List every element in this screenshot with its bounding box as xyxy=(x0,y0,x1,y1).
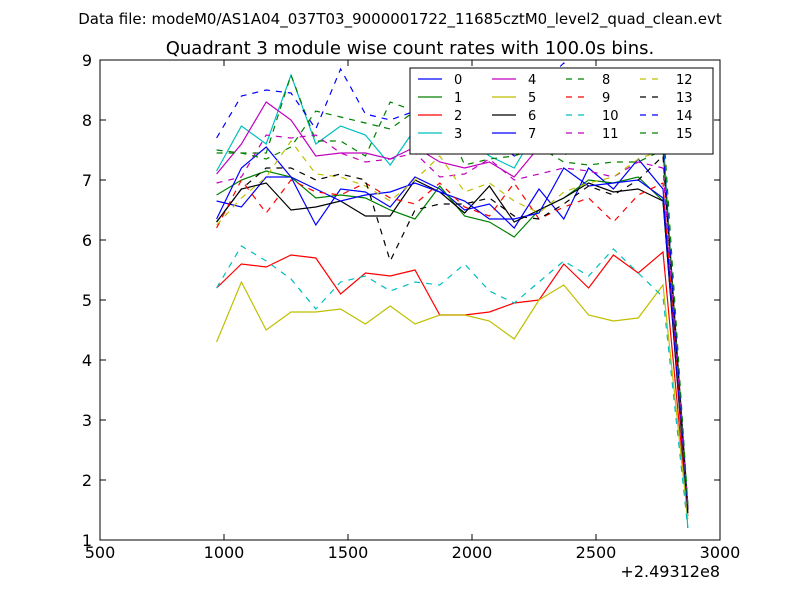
chart-suptitle: Data file: modeM0/AS1A04_037T03_90000017… xyxy=(78,10,722,29)
legend-label-14: 14 xyxy=(676,109,693,124)
y-tick-label: 2 xyxy=(82,471,92,490)
legend-label-0: 0 xyxy=(454,73,462,88)
x-tick-label: 1500 xyxy=(328,543,369,562)
x-tick-label: 500 xyxy=(85,543,116,562)
series-line-4 xyxy=(216,101,689,508)
series-line-10 xyxy=(216,245,689,529)
series-line-6 xyxy=(216,179,689,514)
y-tick-label: 8 xyxy=(82,111,92,130)
legend-box xyxy=(409,67,714,155)
y-tick-label: 5 xyxy=(82,291,92,310)
legend-label-5: 5 xyxy=(528,91,536,106)
legend-label-1: 1 xyxy=(454,91,462,106)
y-tick-label: 6 xyxy=(82,231,92,250)
legend-label-11: 11 xyxy=(602,127,619,142)
chart-title: Quadrant 3 module wise count rates with … xyxy=(166,38,655,59)
y-tick-label: 7 xyxy=(82,171,92,190)
legend-label-9: 9 xyxy=(602,91,610,106)
series-line-9 xyxy=(216,178,689,511)
x-tick-label: 1000 xyxy=(204,543,245,562)
legend-label-3: 3 xyxy=(454,127,462,142)
y-tick-label: 1 xyxy=(82,531,92,550)
legend-label-10: 10 xyxy=(602,109,619,124)
legend-label-8: 8 xyxy=(602,73,610,88)
series-line-11 xyxy=(216,134,689,508)
legend-label-12: 12 xyxy=(676,73,693,88)
series-line-7 xyxy=(216,146,689,508)
x-offset-label: +2.49312e8 xyxy=(620,562,720,581)
legend-label-7: 7 xyxy=(528,127,536,142)
legend-label-15: 15 xyxy=(676,127,693,142)
series-line-2 xyxy=(216,250,689,517)
y-tick-label: 3 xyxy=(82,411,92,430)
x-tick-label: 2000 xyxy=(452,543,493,562)
y-tick-label: 4 xyxy=(82,351,92,370)
series-line-5 xyxy=(216,280,689,520)
x-tick-label: 3000 xyxy=(700,543,741,562)
series-line-12 xyxy=(216,139,689,514)
legend-label-6: 6 xyxy=(528,109,536,124)
legend-label-4: 4 xyxy=(528,73,536,88)
x-tick-label: 2500 xyxy=(576,543,617,562)
legend-label-13: 13 xyxy=(676,91,693,106)
legend-label-2: 2 xyxy=(454,109,462,124)
series-line-0 xyxy=(216,158,689,511)
series-line-13 xyxy=(216,154,689,511)
series-line-1 xyxy=(216,170,689,514)
y-tick-label: 9 xyxy=(82,51,92,70)
